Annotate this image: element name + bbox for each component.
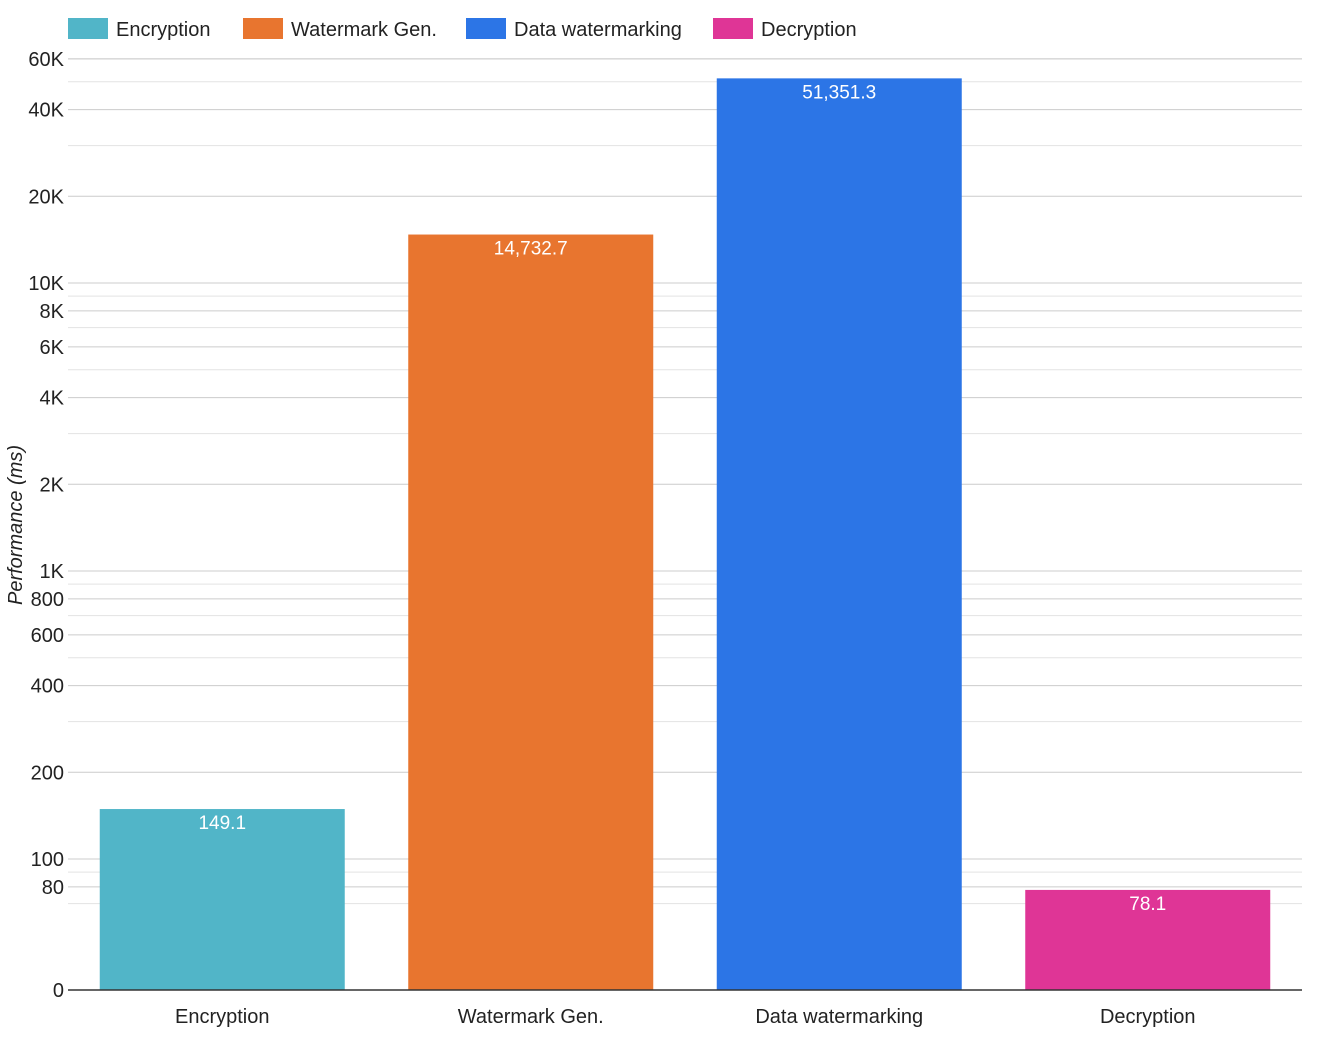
y-tick-label: 200: [31, 762, 64, 784]
data-label: 14,732.7: [494, 239, 568, 260]
data-label: 78.1: [1129, 894, 1166, 915]
legend-label: Encryption: [116, 19, 211, 41]
legend-swatch: [243, 18, 283, 39]
y-axis-label: Performance (ms): [5, 445, 27, 605]
y-tick-label: 1K: [40, 561, 65, 583]
y-tick-label: 8K: [40, 301, 65, 323]
legend: Encryption Watermark Gen. Data watermarkin…: [68, 18, 857, 41]
legend-swatch: [68, 18, 108, 39]
x-tick-label: Encryption: [175, 1006, 270, 1028]
bar-decryption: [1025, 889, 1271, 990]
legend-label: Data watermarking: [514, 19, 682, 41]
legend-label: Watermark Gen.: [291, 19, 437, 41]
y-tick-label: 800: [31, 589, 64, 611]
bars: [99, 78, 1271, 991]
y-tick-label: 4K: [40, 388, 65, 410]
grid-lines: [68, 58, 1302, 905]
bar-watermark-gen: [408, 234, 654, 991]
legend-swatch: [713, 18, 753, 39]
y-tick-label: 100: [31, 849, 64, 871]
bar-data-watermarking: [716, 78, 962, 990]
y-tick-label: 10K: [28, 273, 64, 295]
legend-swatch: [466, 18, 506, 39]
x-tick-label: Decryption: [1100, 1006, 1196, 1028]
y-tick-label: 600: [31, 625, 64, 647]
bar-encryption: [99, 809, 345, 990]
y-tick-label: 80: [42, 877, 64, 899]
y-tick-label: 2K: [40, 474, 65, 496]
y-tick-label: 40K: [28, 100, 64, 122]
data-labels: 149.1 14,732.7 51,351.3 78.1: [198, 82, 1166, 915]
x-tick-label: Watermark Gen.: [458, 1006, 604, 1028]
y-tick-label: 60K: [28, 49, 64, 71]
y-tick-label: 20K: [28, 186, 64, 208]
x-axis-categories: Encryption Watermark Gen. Data watermarkin…: [175, 1006, 1196, 1028]
data-label: 149.1: [198, 813, 246, 834]
y-tick-label: 6K: [40, 337, 65, 359]
legend-label: Decryption: [761, 19, 857, 41]
data-label: 51,351.3: [802, 82, 876, 103]
x-tick-label: Data watermarking: [755, 1006, 923, 1028]
y-tick-label: 400: [31, 676, 64, 698]
y-tick-label: 0: [53, 980, 64, 1002]
